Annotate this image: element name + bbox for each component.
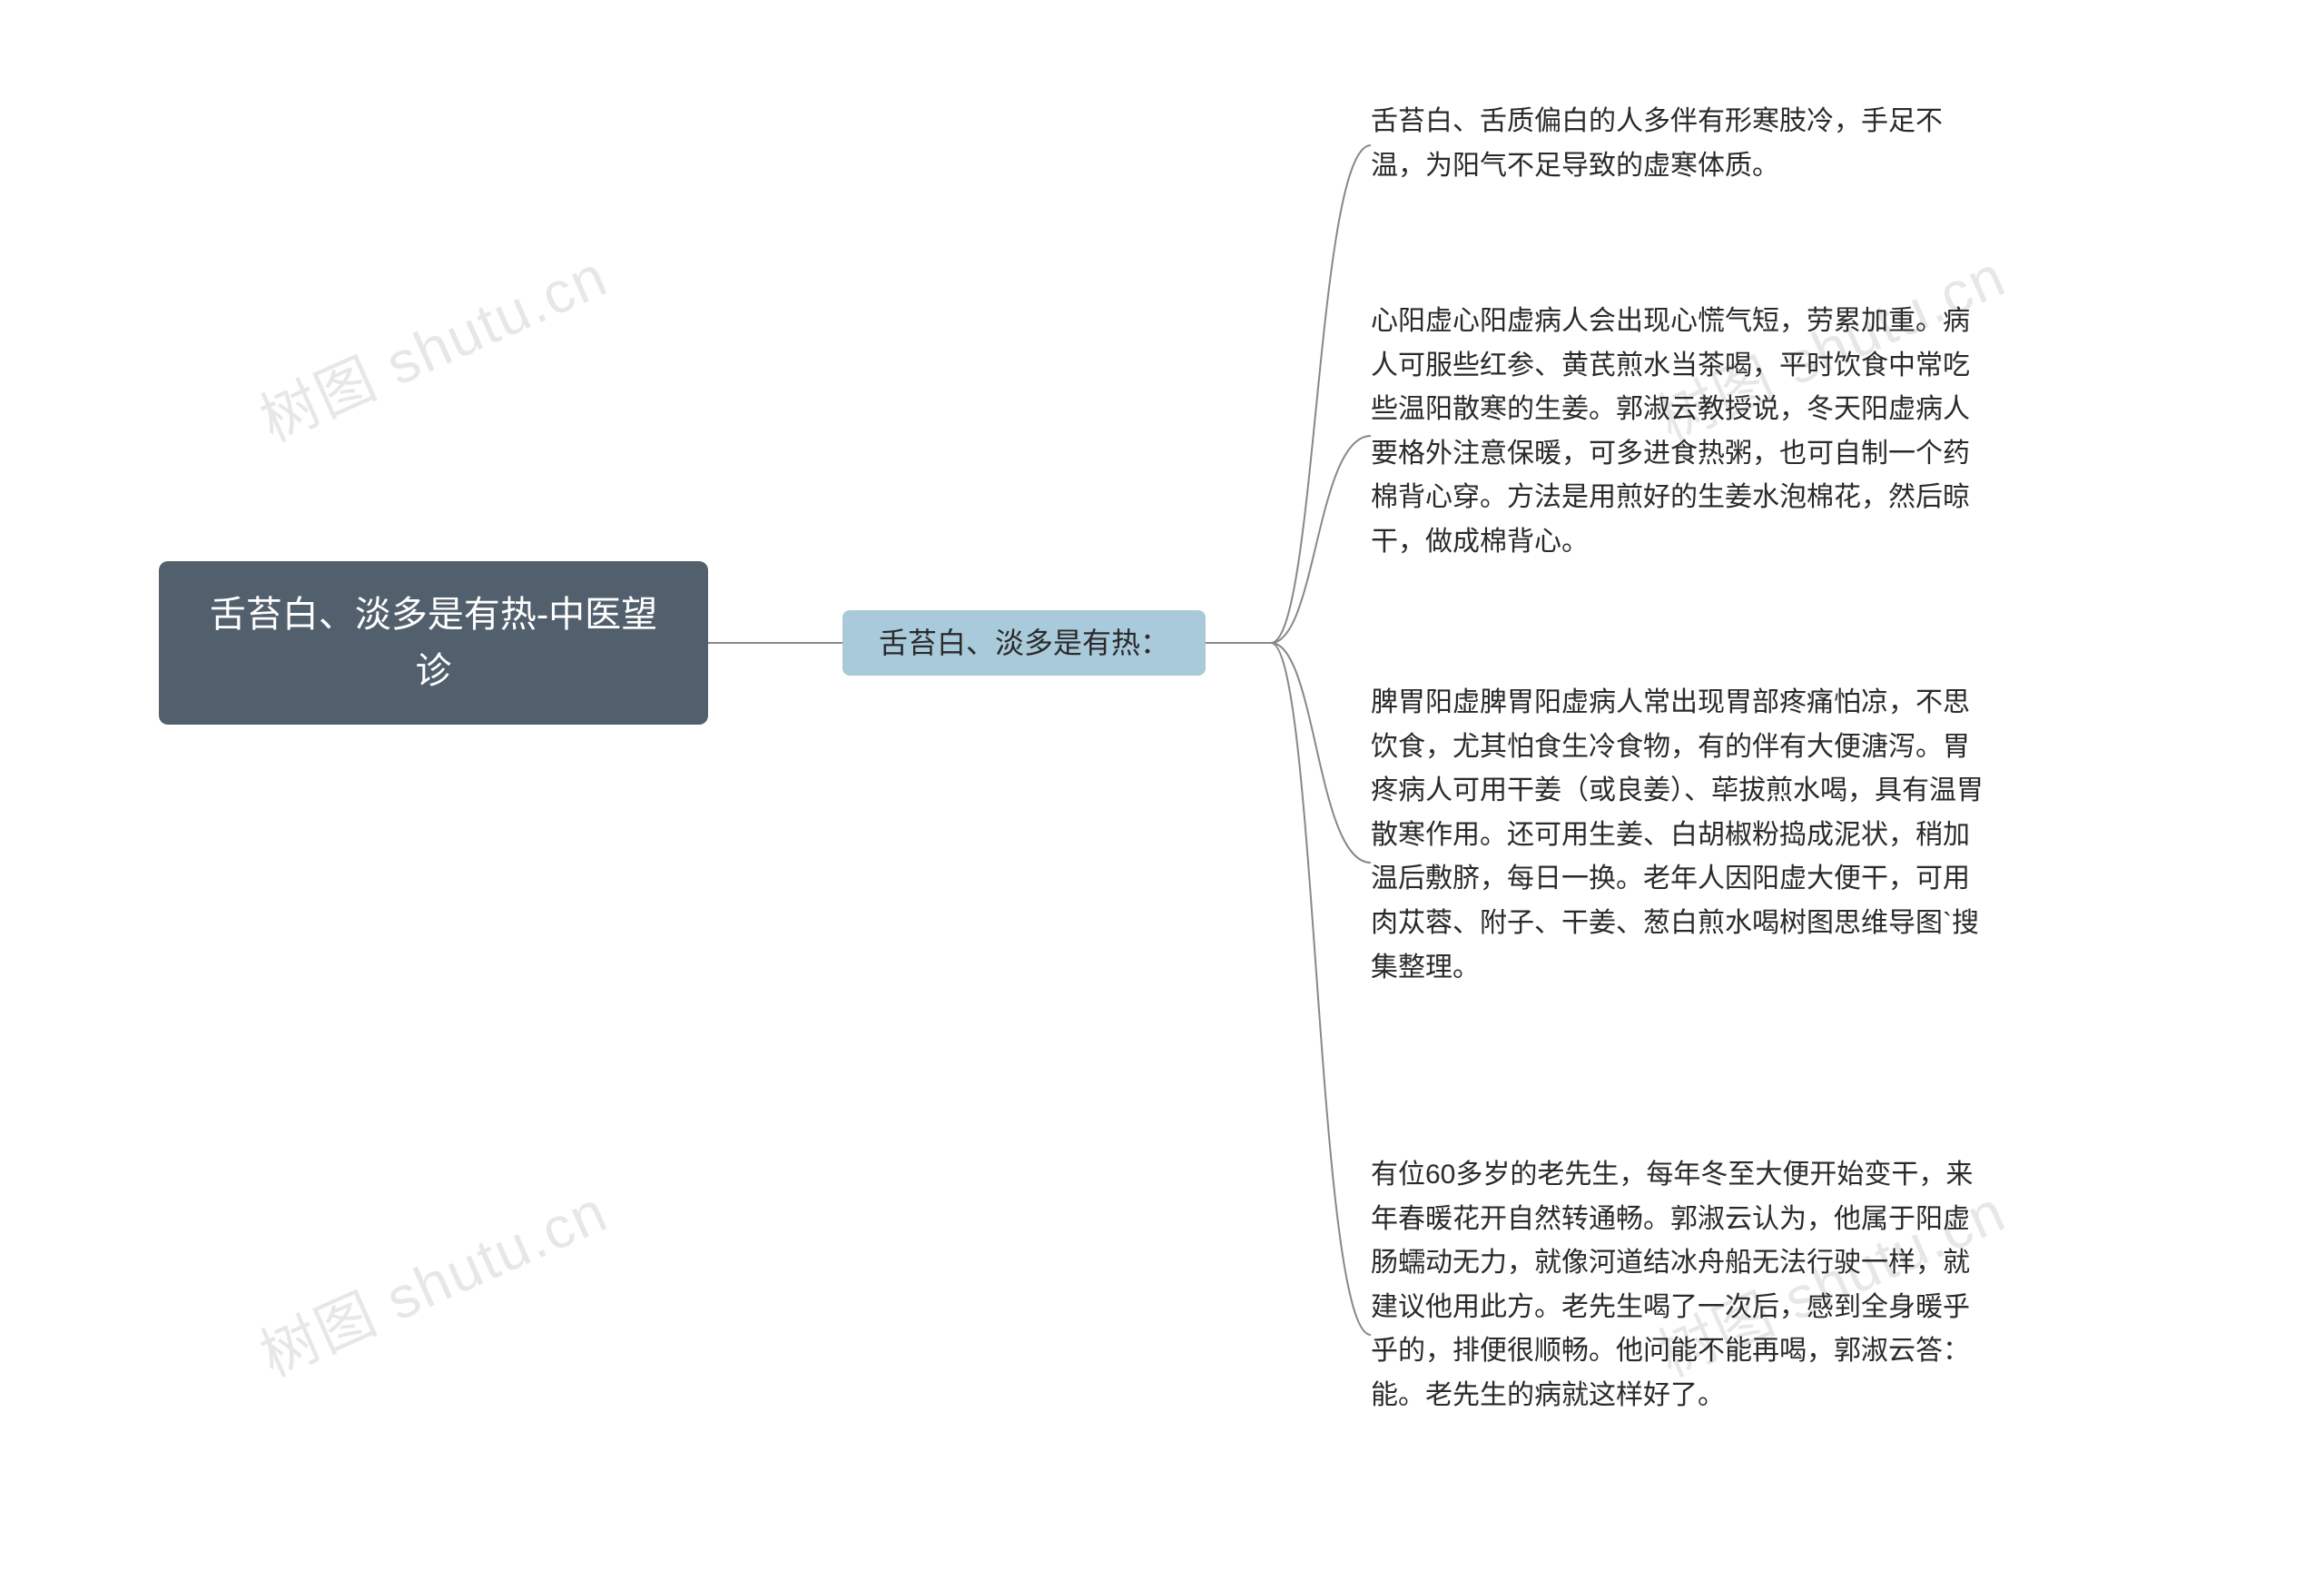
mindmap-canvas: 树图 shutu.cn 树图 shutu.cn 树图 shutu.cn 树图 s…: [0, 0, 2324, 1590]
root-node[interactable]: 舌苔白、淡多是有热-中医望诊: [159, 561, 708, 725]
branch-node[interactable]: 舌苔白、淡多是有热：: [842, 610, 1206, 676]
watermark: 树图 shutu.cn: [245, 1165, 619, 1393]
leaf-node[interactable]: 脾胃阳虚脾胃阳虚病人常出现胃部疼痛怕凉，不思饮食，尤其怕食生冷食物，有的伴有大便…: [1371, 681, 1988, 990]
leaf-node[interactable]: 心阳虚心阳虚病人会出现心慌气短，劳累加重。病人可服些红参、黄芪煎水当茶喝，平时饮…: [1371, 300, 1988, 565]
leaf-node[interactable]: 舌苔白、舌质偏白的人多伴有形寒肢冷，手足不温，为阳气不足导致的虚寒体质。: [1371, 100, 1988, 188]
leaf-node[interactable]: 有位60多岁的老先生，每年冬至大便开始变干，来年春暖花开自然转通畅。郭淑云认为，…: [1371, 1153, 1988, 1418]
watermark: 树图 shutu.cn: [245, 230, 619, 458]
